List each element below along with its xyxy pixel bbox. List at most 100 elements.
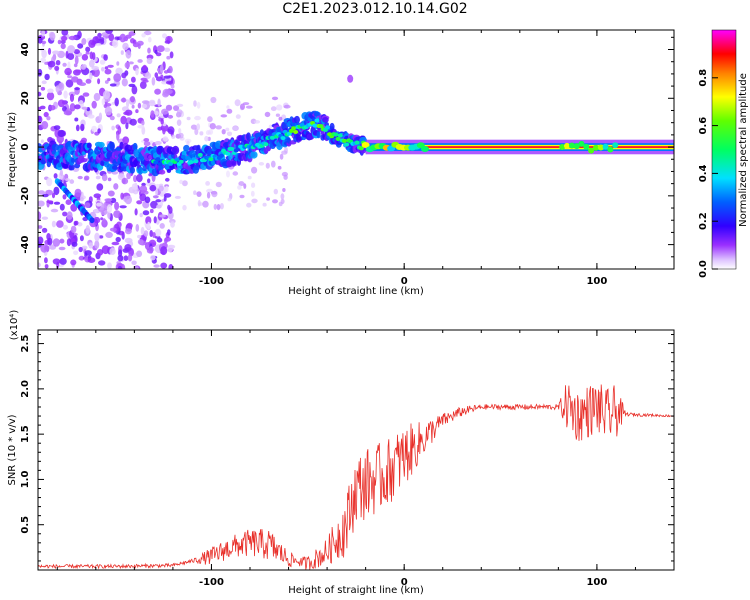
noise-blob: [141, 103, 148, 109]
noise-blob: [143, 30, 152, 36]
ridge-core: [225, 151, 231, 156]
x-tick-label: -100: [199, 577, 224, 588]
noise-blob: [235, 114, 241, 119]
noise-blob: [46, 116, 51, 121]
noise-blob: [130, 96, 135, 103]
ridge-halo: [157, 145, 164, 154]
noise-blob: [85, 46, 91, 53]
noise-blob: [102, 90, 111, 100]
noise-blob: [89, 51, 94, 60]
noise-blob: [103, 54, 108, 61]
y-axis-label: SNR (10 * v/v): [7, 414, 18, 485]
ridge-core: [193, 159, 199, 164]
noise-blob: [98, 235, 104, 239]
noise-blob: [162, 136, 169, 142]
noise-blob: [126, 172, 131, 180]
noise-blob: [131, 183, 138, 190]
noise-blob: [168, 264, 174, 269]
noise-blob: [271, 96, 279, 101]
noise-blob: [75, 69, 82, 74]
noise-blob: [52, 50, 60, 55]
noise-blob: [89, 72, 93, 80]
noise-blob: [126, 99, 130, 108]
noise-blob: [68, 35, 77, 41]
noise-blob: [113, 210, 121, 219]
ridge-core: [178, 159, 184, 164]
noise-blob: [113, 73, 122, 82]
noise-blob: [139, 185, 148, 193]
noise-blob: [111, 125, 115, 131]
noise-blob: [125, 49, 132, 59]
noise-blob: [119, 205, 127, 209]
ridge-halo: [266, 145, 271, 152]
noise-blob: [116, 61, 120, 66]
noise-blob: [84, 250, 92, 256]
noise-blob: [91, 125, 97, 132]
noise-blob: [143, 138, 150, 142]
noise-blob: [149, 230, 153, 237]
noise-blob: [44, 61, 48, 65]
noise-blob: [84, 202, 91, 209]
noise-blob: [167, 244, 174, 253]
noise-blob: [101, 67, 105, 72]
snr-series-line: [38, 384, 674, 570]
noise-blob: [139, 193, 147, 202]
noise-blob: [115, 81, 120, 86]
noise-blob: [52, 238, 61, 247]
noise-blob: [55, 60, 61, 66]
noise-blob: [105, 231, 113, 238]
noise-blob: [277, 165, 282, 170]
noise-blob: [41, 49, 47, 59]
noise-blob: [199, 131, 204, 136]
noise-blob: [85, 225, 91, 234]
noise-blob: [143, 230, 149, 237]
noise-blob: [137, 59, 143, 63]
noise-blob: [122, 42, 129, 51]
ridge-core: [312, 123, 318, 128]
y-tick-label: 2.0: [20, 380, 31, 398]
noise-blob: [165, 80, 174, 85]
noise-blob: [247, 175, 252, 180]
ridge-halo: [322, 117, 329, 123]
noise-blob: [120, 50, 124, 55]
noise-blob: [136, 200, 143, 205]
noise-blob: [63, 110, 72, 116]
noise-blob: [164, 40, 171, 44]
noise-blob: [41, 227, 48, 233]
ridge-core: [263, 142, 269, 147]
noise-blob: [148, 36, 152, 43]
noise-blob: [74, 55, 79, 65]
ridge-halo: [196, 144, 201, 151]
isolated-feature: [347, 74, 354, 83]
noise-blob: [102, 218, 106, 225]
noise-blob: [238, 181, 245, 187]
noise-blob: [74, 117, 79, 122]
noise-blob: [160, 262, 168, 269]
noise-blob: [88, 59, 95, 68]
noise-blob: [205, 181, 211, 186]
noise-blob: [136, 174, 143, 183]
noise-blob: [43, 111, 49, 118]
noise-blob: [112, 39, 119, 48]
noise-blob: [209, 123, 216, 130]
ridge-core: [229, 147, 235, 151]
band-blob: [568, 142, 575, 149]
noise-blob: [38, 115, 43, 124]
noise-blob: [141, 126, 146, 135]
noise-blob: [125, 34, 132, 39]
ridge-core: [341, 138, 347, 143]
noise-blob: [266, 197, 270, 201]
noise-blob: [165, 177, 170, 182]
noise-blob: [208, 129, 214, 135]
noise-blob: [158, 185, 164, 192]
noise-blob: [85, 78, 92, 84]
colorbar-axis: 0.0 0.2 0.4 0.6 0.8 Normalized spectral ampli…: [698, 69, 749, 278]
noise-blob: [62, 211, 68, 217]
noise-blob: [144, 196, 151, 204]
noise-blob: [161, 80, 168, 85]
snr-plot-area: [38, 384, 674, 570]
noise-blob: [162, 127, 166, 135]
band-blob: [573, 143, 580, 150]
noise-blob: [93, 92, 101, 102]
ridge-core: [293, 130, 299, 134]
